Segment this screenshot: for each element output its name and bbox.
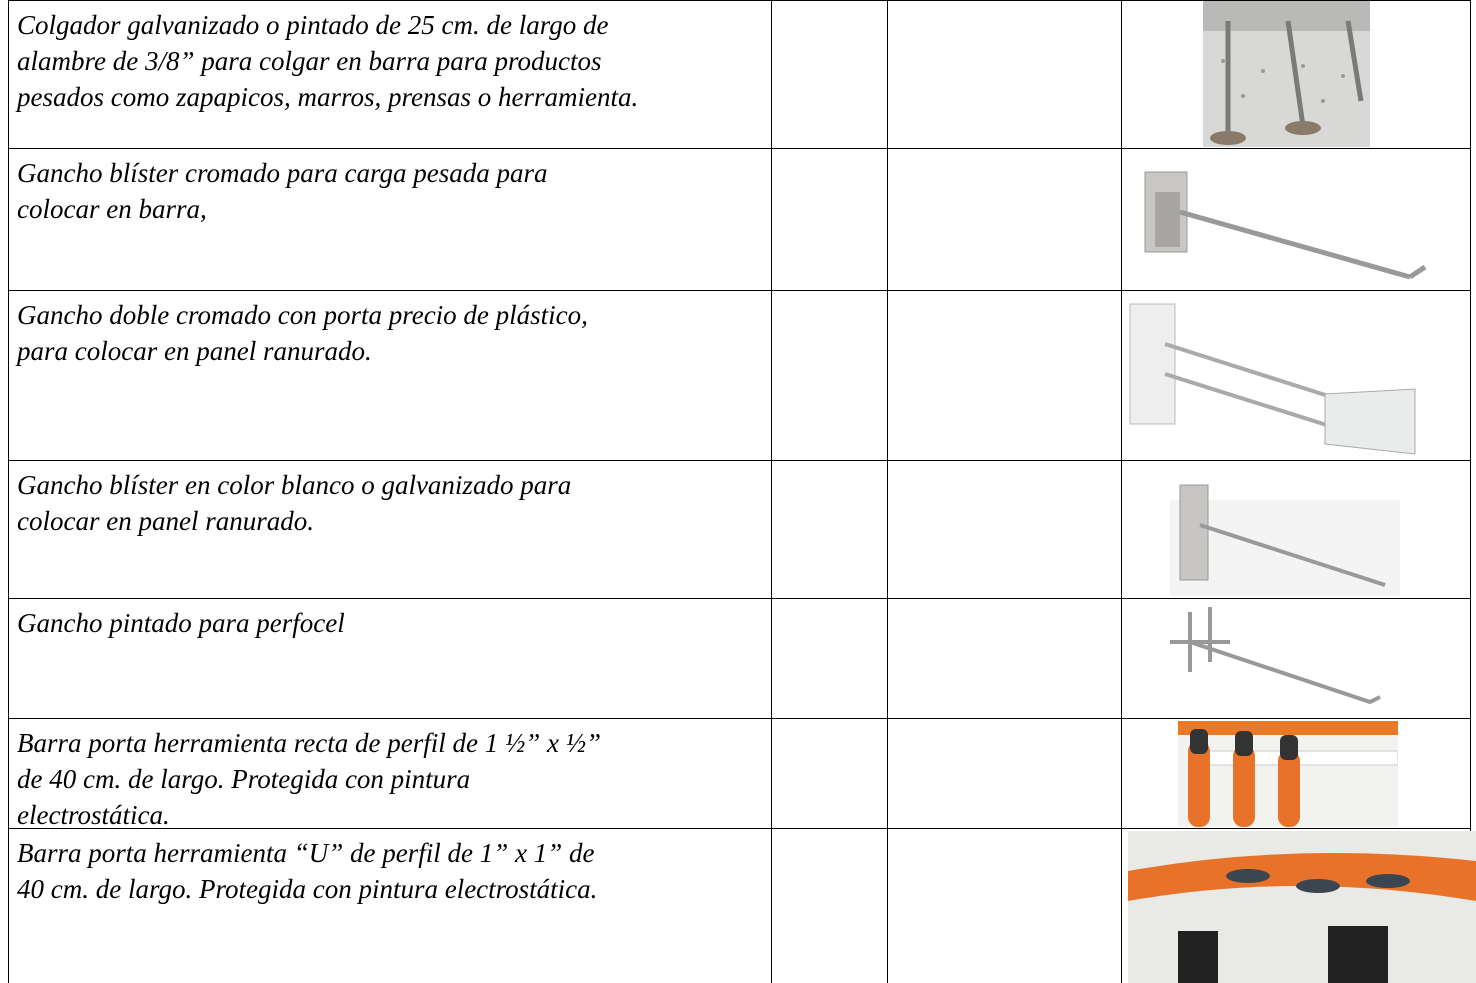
description-line: colocar en panel ranurado. — [17, 506, 314, 536]
product-image — [1203, 1, 1370, 147]
description-line: Barra porta herramienta recta de perfil … — [17, 728, 601, 758]
product-image — [1144, 171, 1427, 280]
image-cell — [1121, 148, 1470, 290]
image-cell — [1121, 290, 1470, 460]
description-line: Barra porta herramienta “U” de perfil de… — [17, 838, 595, 868]
image-cell — [1121, 0, 1470, 148]
empty-cell — [771, 0, 887, 148]
description-line: Gancho doble cromado con porta precio de… — [17, 300, 588, 330]
empty-cell — [771, 290, 887, 460]
description-cell: Gancho pintado para perfocel — [8, 598, 771, 718]
description-line: Gancho blíster cromado para carga pesada… — [17, 158, 548, 188]
description-line: para colocar en panel ranurado. — [17, 336, 372, 366]
product-image — [1170, 484, 1400, 596]
table-border — [1470, 0, 1471, 983]
empty-cell — [887, 718, 1121, 828]
description-cell: Colgador galvanizado o pintado de 25 cm.… — [8, 0, 771, 148]
description-line: 40 cm. de largo. Protegida con pintura e… — [17, 874, 598, 904]
empty-cell — [771, 460, 887, 598]
empty-cell — [771, 598, 887, 718]
description-cell: Gancho blíster en color blanco o galvani… — [8, 460, 771, 598]
image-cell — [1121, 828, 1470, 983]
empty-cell — [887, 148, 1121, 290]
description-line: Gancho pintado para perfocel — [17, 608, 345, 638]
product-image — [1128, 831, 1476, 983]
description-line: colocar en barra, — [17, 194, 207, 224]
empty-cell — [887, 460, 1121, 598]
empty-cell — [887, 828, 1121, 983]
description-line: de 40 cm. de largo. Protegida con pintur… — [17, 764, 471, 794]
description-cell: Barra porta herramienta “U” de perfil de… — [8, 828, 771, 983]
description-line: pesados como zapapicos, marros, prensas … — [17, 82, 639, 112]
description-cell: Gancho blíster cromado para carga pesada… — [8, 148, 771, 290]
description-cell: Barra porta herramienta recta de perfil … — [8, 718, 771, 830]
empty-cell — [771, 148, 887, 290]
empty-cell — [887, 290, 1121, 460]
product-image — [1178, 721, 1398, 827]
empty-cell — [771, 718, 887, 828]
description-line: electrostática. — [17, 800, 170, 830]
description-cell: Gancho doble cromado con porta precio de… — [8, 290, 771, 460]
empty-cell — [771, 828, 887, 983]
product-image — [1170, 607, 1381, 705]
image-cell — [1121, 718, 1470, 828]
description-line: Colgador galvanizado o pintado de 25 cm.… — [17, 10, 609, 40]
description-line: Gancho blíster en color blanco o galvani… — [17, 470, 572, 500]
product-image — [1129, 303, 1416, 455]
image-cell — [1121, 598, 1470, 718]
description-line: alambre de 3/8” para colgar en barra par… — [17, 46, 602, 76]
empty-cell — [887, 598, 1121, 718]
image-cell — [1121, 460, 1470, 598]
empty-cell — [887, 0, 1121, 148]
